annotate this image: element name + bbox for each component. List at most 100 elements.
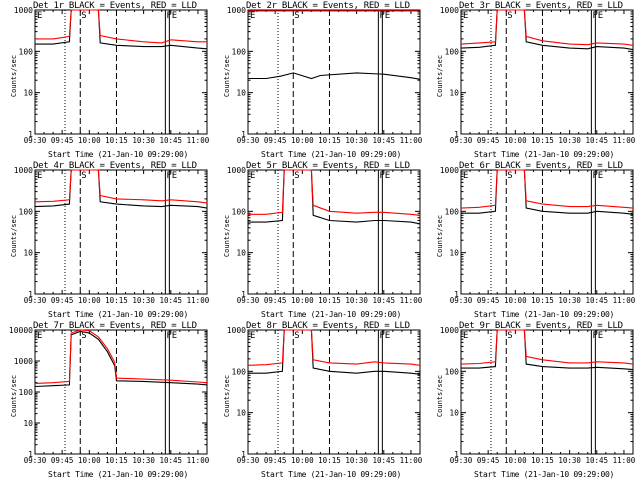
y-tick-label: 1 [241,450,246,459]
axes-frame [247,329,421,455]
chart-svg: 1 10 100 1000 09:30 09:45 10:00 10:15 10:30 10:45… [440,6,636,145]
x-tick-label: 10:15 [318,296,341,305]
y-tick-label: 1000 [14,357,33,366]
x-tick-label: 10:15 [105,296,128,305]
y-axis-label: Counts/sec [10,54,18,98]
detector-panel-5: 1 10 100 1000 09:30 09:45 10:00 10:15 10:30 10:45… [213,160,426,320]
y-tick-label: 1000 [227,6,246,15]
y-tick-label: 10 [23,89,33,98]
event-marker-label: FE [592,331,603,341]
x-tick-label: 10:30 [345,456,368,465]
series-line-events [248,329,421,375]
x-axis-label: Start Time (21-Jan-10 09:29:00) [260,310,401,319]
y-tick-label: 100 [19,388,34,397]
x-tick-label: 10:15 [531,456,554,465]
x-axis-label: Start Time (21-Jan-10 09:29:00) [47,470,188,479]
panel-title: Det 9r BLACK = Events, RED = LLD [459,321,623,331]
event-marker-label: E [463,171,468,181]
series-line-lld [247,329,421,366]
x-axis-label: Start Time (21-Jan-10 09:29:00) [47,150,188,159]
chart-svg: 1 10 100 1000 09:30 09:45 10:00 10:15 10:30 10:45… [440,326,636,465]
y-tick-label: 10 [449,89,459,98]
x-axis-label: Start Time (21-Jan-10 09:29:00) [473,150,614,159]
series-line-events [461,169,634,215]
y-tick-label: 10 [449,409,459,418]
y-tick-label: 1 [241,290,246,299]
x-tick-label: 10:30 [558,296,581,305]
event-marker-label: E [463,331,468,341]
y-tick-label: 1000 [227,166,246,175]
y-tick-label: 10 [23,249,33,258]
x-tick-label: 10:45 [586,136,609,145]
y-tick-label: 1000 [440,326,459,335]
x-tick-label: 11:00 [400,296,423,305]
x-tick-label: 09:30 [24,136,47,145]
x-axis-label: Start Time (21-Jan-10 09:29:00) [473,310,614,319]
axes-frame [247,9,421,135]
event-marker-label: FE [592,171,603,181]
event-marker-label: FE [166,331,177,341]
detector-panel-8: 1 10 100 1000 09:30 09:45 10:00 10:15 10:30 10:45… [213,320,426,480]
chart-svg: 1 10 100 1000 09:30 09:45 10:00 10:15 10:30 10:45… [14,6,210,145]
series-line-events [460,9,634,51]
series-line-lld [248,169,421,216]
event-marker-label: E [37,171,42,181]
x-tick-label: 10:30 [132,456,155,465]
x-tick-label: 10:30 [345,136,368,145]
y-tick-label: 100 [232,47,247,56]
axes-frame [247,169,421,295]
x-tick-label: 09:45 [477,136,500,145]
y-axis-label: Counts/sec [223,374,231,418]
x-tick-label: 09:30 [24,296,47,305]
series-line-lld [460,169,634,209]
y-tick-label: 10 [449,249,459,258]
detector-panel-2: 1 10 100 1000 09:30 09:45 10:00 10:15 10:30 10:45… [213,0,426,160]
x-tick-label: 11:00 [613,456,636,465]
y-axis-label: Counts/sec [10,214,18,258]
x-tick-label: 10:30 [558,456,581,465]
y-tick-label: 1000 [14,166,33,175]
x-tick-label: 10:45 [586,456,609,465]
y-tick-label: 1 [454,290,459,299]
x-tick-label: 10:00 [291,456,314,465]
chart-svg: 1 10 100 1000 09:30 09:45 10:00 10:15 10:30 10:45… [227,166,423,305]
chart-svg: 1 10 100 1000 10000 09:30 09:45 10:00 10:15 10:30… [9,326,210,465]
event-marker-label: E [463,11,468,21]
x-axis-label: Start Time (21-Jan-10 09:29:00) [260,470,401,479]
y-tick-label: 100 [445,207,460,216]
x-tick-label: 10:15 [531,296,554,305]
event-marker-label: S [81,331,86,341]
y-axis-label: Counts/sec [10,374,18,418]
series-line-lld [35,9,207,44]
x-tick-label: 10:15 [105,456,128,465]
x-tick-label: 10:00 [504,136,527,145]
panel-title: Det 4r BLACK = Events, RED = LLD [33,161,197,171]
y-tick-label: 1 [28,290,33,299]
series-line-events [461,329,634,371]
x-tick-label: 11:00 [400,456,423,465]
chart-svg: 1 10 100 1000 09:30 09:45 10:00 10:15 10:30 10:45… [14,166,210,305]
x-tick-label: 11:00 [187,136,210,145]
axes-frame [34,169,208,295]
y-tick-label: 100 [232,207,247,216]
series-line-lld [34,329,208,384]
panel-title: Det 2r BLACK = Events, RED = LLD [246,1,410,11]
x-tick-label: 11:00 [613,136,636,145]
y-axis-label: Counts/sec [223,214,231,258]
event-marker-label: FE [166,171,177,181]
y-axis-label: Counts/sec [436,214,444,258]
axes-frame [34,329,208,455]
x-tick-label: 10:30 [558,136,581,145]
series-line-lld [34,169,208,204]
chart-svg: 1 10 100 1000 09:30 09:45 10:00 10:15 10:30 10:45… [440,166,636,305]
y-tick-label: 100 [232,367,247,376]
x-tick-label: 09:30 [237,456,260,465]
panel-title: Det 6r BLACK = Events, RED = LLD [459,161,623,171]
x-tick-label: 10:30 [132,296,155,305]
x-axis-label: Start Time (21-Jan-10 09:29:00) [47,310,188,319]
x-tick-label: 09:45 [51,296,74,305]
x-tick-label: 10:00 [504,296,527,305]
event-marker-label: FE [592,11,603,21]
y-tick-label: 1 [454,450,459,459]
